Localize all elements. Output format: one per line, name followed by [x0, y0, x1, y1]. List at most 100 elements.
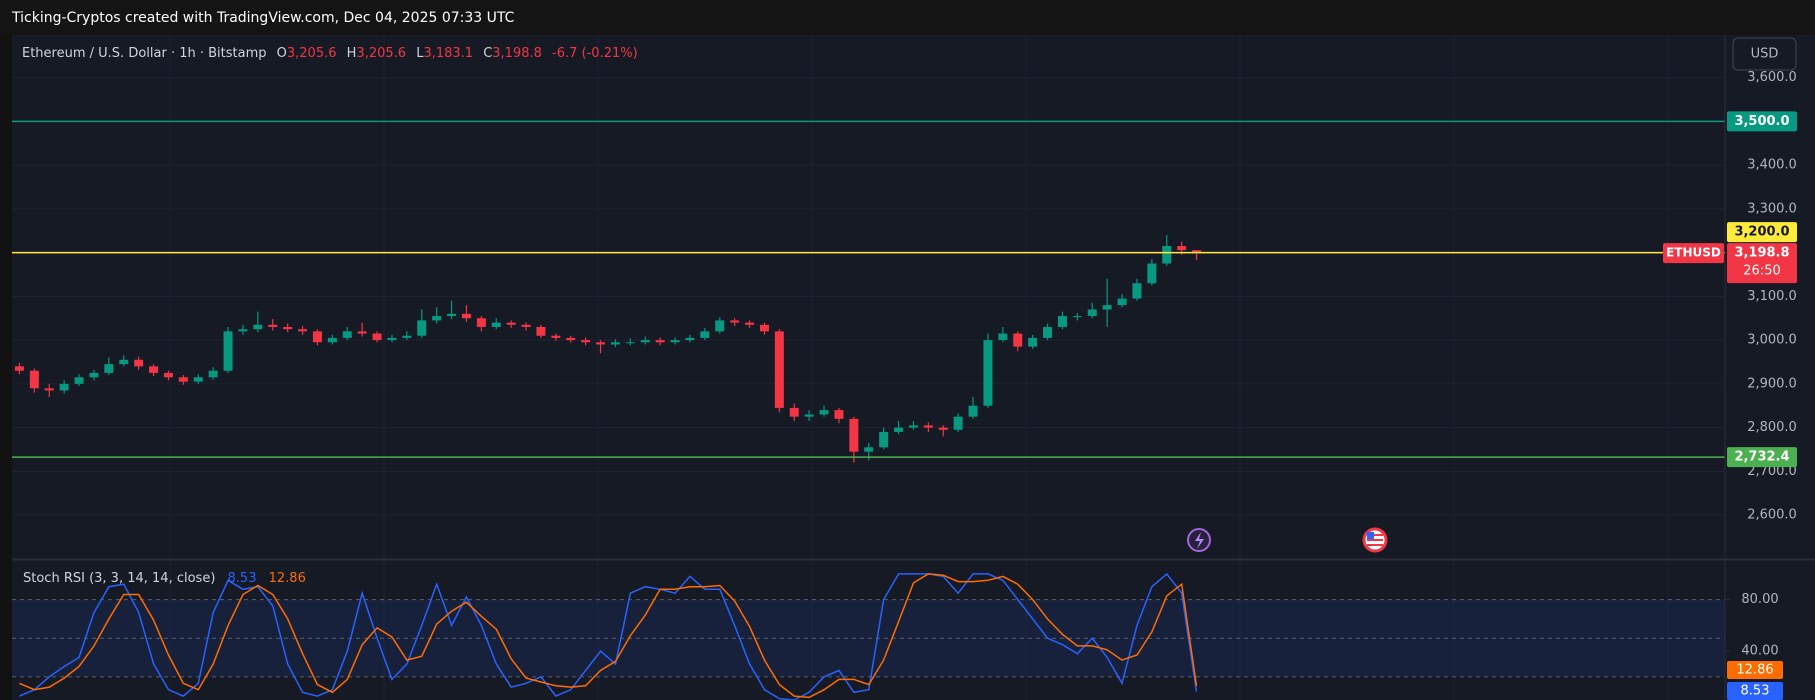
candle-body — [283, 326, 293, 330]
y-tick-label: 2,900.0 — [1747, 376, 1797, 391]
candle-body — [923, 425, 933, 428]
candle-body — [387, 337, 397, 341]
candle-body — [908, 425, 918, 428]
y-tick-label: 3,400.0 — [1747, 158, 1797, 173]
y-tick-label: 3,000.0 — [1747, 333, 1797, 348]
candle-body — [238, 329, 248, 332]
candle-body — [804, 414, 814, 417]
candle-body — [759, 324, 769, 332]
candle-body — [685, 337, 695, 341]
price-line-badge — [1727, 111, 1797, 132]
candle-body — [402, 335, 412, 338]
candle-body — [476, 318, 486, 327]
last-price-label: 3,198.8 — [1734, 246, 1789, 261]
candle-body — [655, 340, 665, 343]
candle-body — [268, 324, 278, 327]
candle-body — [193, 377, 203, 382]
top-bar — [0, 0, 1815, 35]
quote-prefix: L — [416, 46, 424, 61]
candle-body — [149, 366, 159, 373]
candle-body — [1013, 333, 1023, 347]
event-icon[interactable] — [1187, 528, 1211, 552]
quote-value: 3,205.6 — [356, 46, 406, 61]
candle-body — [29, 370, 39, 389]
candle-body — [715, 320, 725, 332]
candle-body — [1132, 283, 1142, 299]
candle-body — [849, 418, 859, 452]
candle-body — [596, 342, 606, 345]
price-line-badge — [1727, 447, 1797, 468]
candle-body — [1087, 309, 1097, 317]
candle-body — [506, 322, 516, 325]
candle-body — [1147, 263, 1157, 284]
stoch-line — [19, 573, 1198, 699]
candle-body — [59, 383, 69, 391]
candle-body — [879, 431, 889, 448]
candle-body — [1192, 250, 1202, 254]
candle-body — [953, 416, 963, 430]
candle-body — [581, 340, 591, 343]
y-tick-label: 3,100.0 — [1747, 289, 1797, 304]
y-tick-label: 80.00 — [1741, 592, 1778, 607]
usd-button-label[interactable]: USD — [1751, 47, 1779, 62]
y-tick-label: 3,300.0 — [1747, 201, 1797, 216]
candle-body — [983, 340, 993, 406]
candle-body — [357, 331, 367, 334]
d-last-value: 12.86 — [269, 571, 306, 586]
candle-body — [163, 372, 173, 378]
candle-body — [521, 324, 531, 327]
candle-body — [894, 427, 904, 432]
candle-body — [938, 427, 948, 430]
candle-body — [536, 326, 546, 336]
candle-body — [625, 342, 635, 344]
candle-body — [566, 337, 576, 341]
candle-body — [640, 340, 650, 343]
y-tick-label: 2,600.0 — [1747, 508, 1797, 523]
quote-change: -6.7 (-0.21%) — [552, 46, 638, 61]
candle-body — [14, 366, 24, 371]
k-last-value: 8.53 — [228, 571, 257, 586]
quote-value: 3,183.1 — [423, 46, 473, 61]
usd-button[interactable]: USD — [1732, 37, 1797, 71]
candle-body — [1117, 298, 1127, 306]
indicator-legend: Stoch RSI (3, 3, 14, 14, close) 8.53 12.… — [23, 571, 306, 586]
candle-body — [208, 370, 218, 378]
price-line-label: 2,732.4 — [1734, 450, 1789, 465]
quote-prefix: C — [483, 46, 492, 61]
candle-body — [342, 331, 352, 338]
candle-body — [551, 335, 561, 338]
economic-event-icon[interactable] — [1362, 527, 1388, 553]
symbol-legend: Ethereum / U.S. Dollar · 1h · Bitstamp O… — [22, 46, 638, 61]
flag-stripe — [1367, 544, 1383, 546]
y-tick-label: 40.00 — [1741, 644, 1778, 659]
symbol-tag — [1663, 243, 1724, 264]
marks-layer — [12, 120, 1725, 700]
candle-body — [253, 324, 263, 330]
quote-value: 3,198.8 — [492, 46, 542, 61]
axis-layer: 2,600.0 2,700.0 2,800.0 2,900.0 3,000.0 3,100… — [1663, 70, 1797, 700]
candle-body — [1162, 246, 1172, 264]
candle-body — [1043, 326, 1053, 338]
flag-stripe — [1367, 534, 1383, 536]
candle-body — [74, 377, 84, 384]
candle-body — [134, 359, 144, 367]
candle-body — [1057, 316, 1067, 327]
candle-body — [491, 322, 501, 327]
price-line-label: 3,200.0 — [1734, 225, 1789, 240]
candle-body — [327, 337, 337, 343]
candle-body — [104, 364, 114, 373]
last-value-label: 8.53 — [1741, 684, 1770, 699]
candle-body — [417, 320, 427, 336]
attribution: Ticking-Cryptos created with TradingView… — [11, 10, 515, 26]
left-margin — [0, 35, 12, 700]
candle-body — [834, 410, 844, 419]
candle-body — [968, 405, 978, 417]
candle-body — [789, 407, 799, 417]
event-icon-bolt — [1195, 532, 1204, 549]
candle-body — [461, 313, 471, 319]
price-line-label: 3,500.0 — [1734, 114, 1789, 129]
usd-button-frame[interactable] — [1732, 37, 1797, 71]
candle-body — [298, 329, 308, 332]
